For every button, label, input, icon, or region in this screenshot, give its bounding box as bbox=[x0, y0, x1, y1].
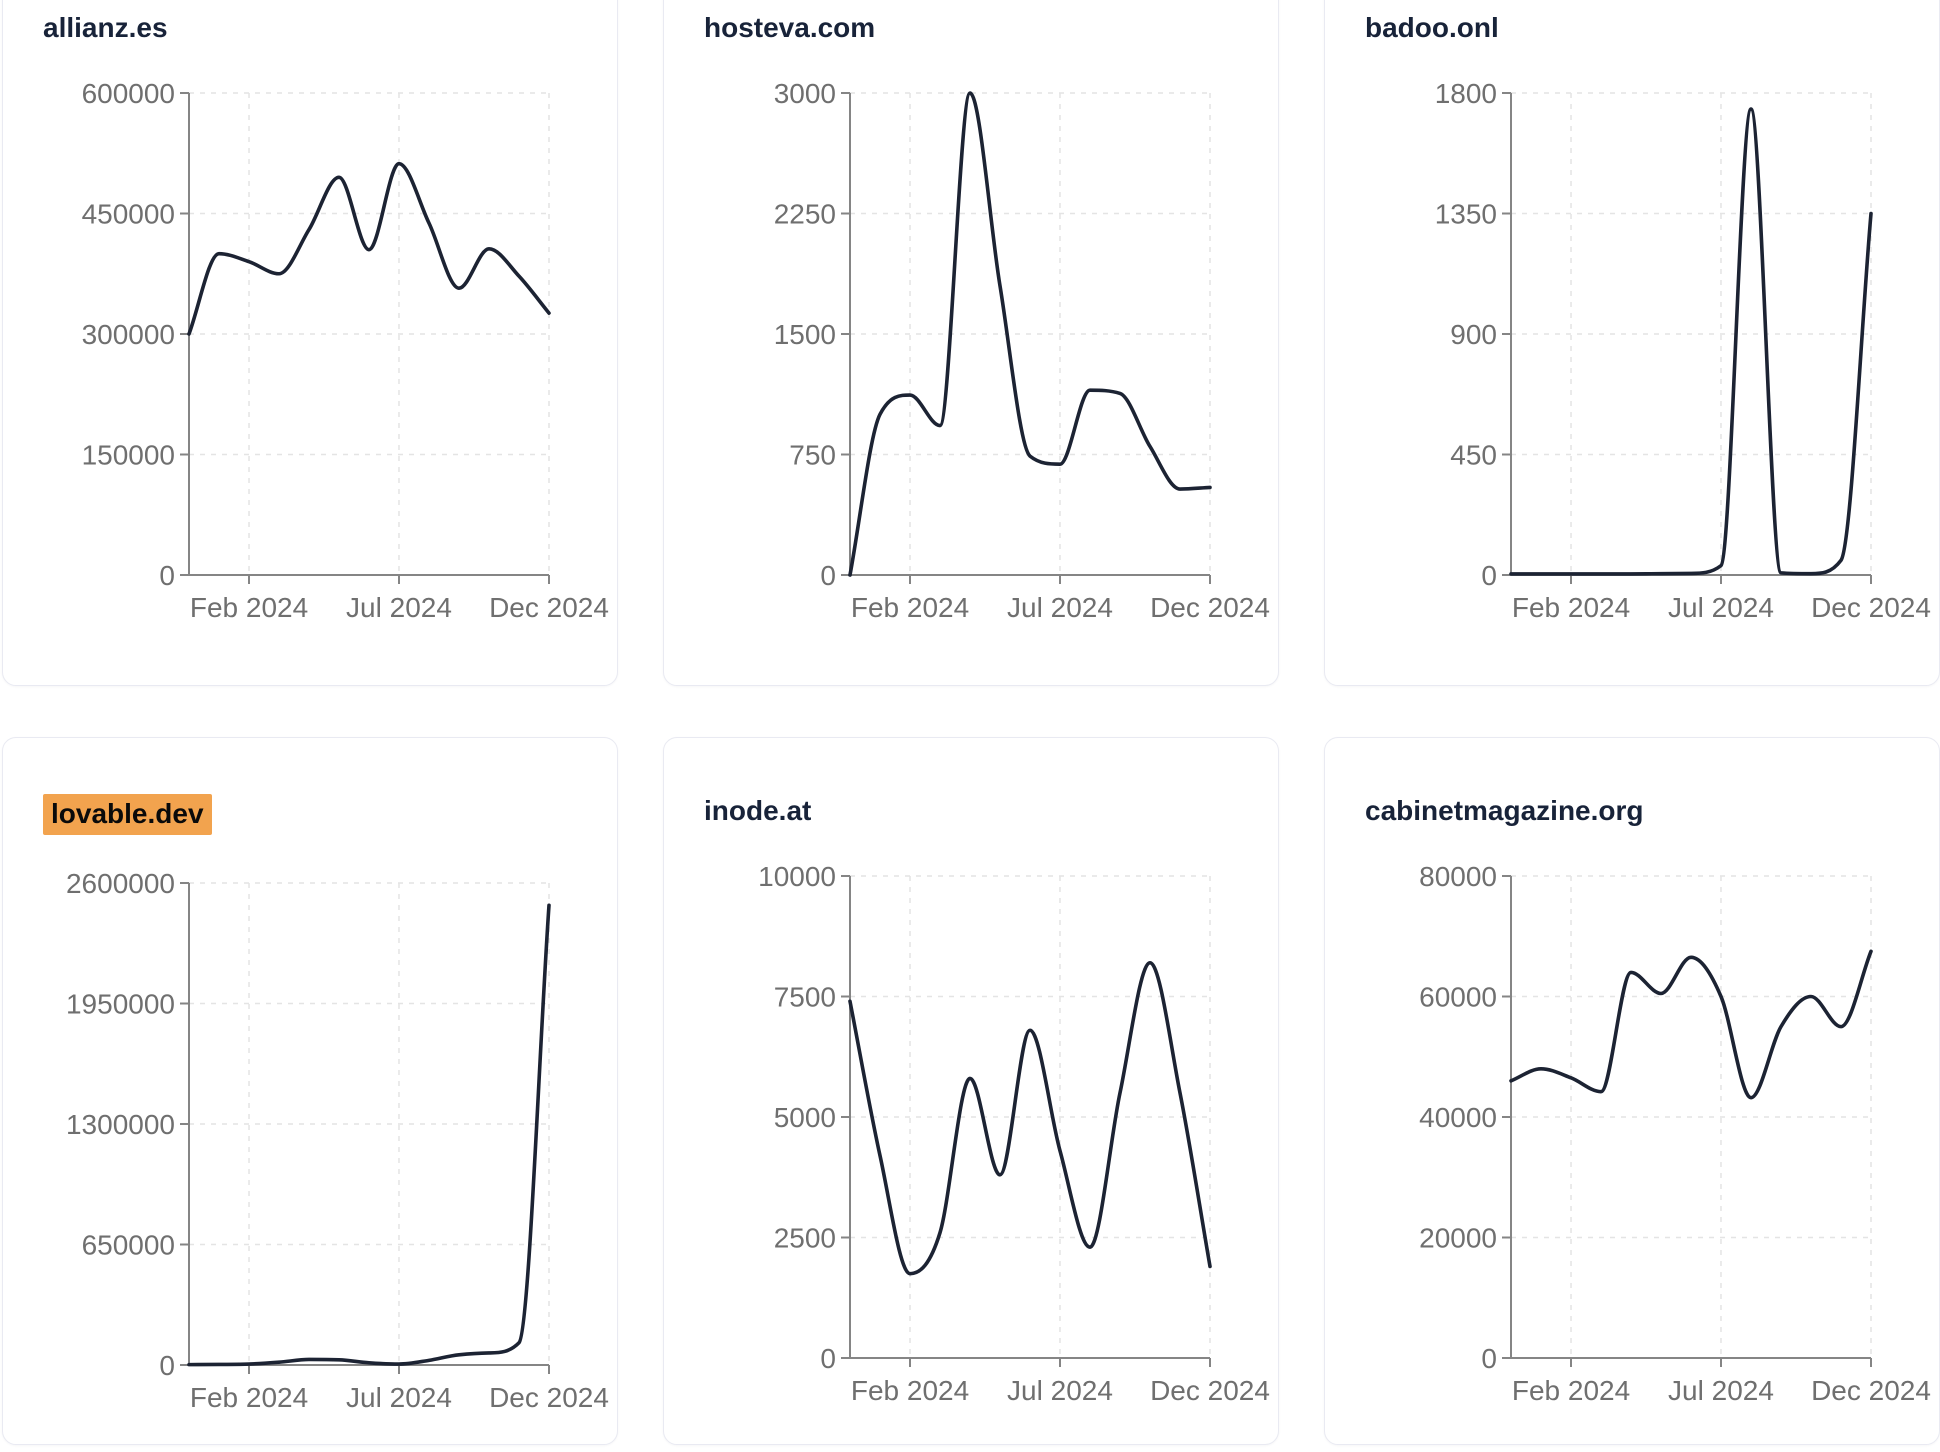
line-chart: 0 150000 300000 450000 600000 Feb 2024 Jul 202… bbox=[82, 79, 609, 623]
x-axis-tick-label: Feb 2024 bbox=[851, 1375, 969, 1406]
y-axis-tick-label: 40000 bbox=[1419, 1102, 1497, 1133]
x-axis-tick-label: Feb 2024 bbox=[1512, 592, 1630, 623]
y-axis-tick-label: 0 bbox=[1481, 560, 1497, 591]
x-axis-tick-label: Feb 2024 bbox=[190, 592, 308, 623]
y-axis-tick-label: 10000 bbox=[758, 862, 836, 892]
y-axis-tick-label: 650000 bbox=[82, 1229, 175, 1260]
line-chart: 0 650000 1300000 1950000 2600000 Feb 2024 Jul … bbox=[66, 869, 609, 1413]
y-axis-tick-label: 900 bbox=[1450, 319, 1497, 350]
y-axis-tick-label: 0 bbox=[1481, 1343, 1497, 1374]
series-line bbox=[1509, 106, 1873, 576]
chart-title: badoo.onl bbox=[1365, 12, 1499, 43]
y-axis-tick-label: 2500 bbox=[774, 1222, 836, 1253]
x-axis-tick-label: Feb 2024 bbox=[1512, 1375, 1630, 1406]
series-line bbox=[848, 960, 1212, 1276]
chart-card-badoo-onl: badoo.onl 0 450 900 1350 1800 Feb 2024 Jul 202… bbox=[1324, 0, 1940, 686]
series-line bbox=[187, 903, 551, 1367]
chart-card-lovable-dev: lovable.dev 0 650000 1300000 1950000 2600000… bbox=[2, 737, 618, 1445]
x-axis-tick-label: Dec 2024 bbox=[1150, 592, 1270, 623]
y-axis-tick-label: 1500 bbox=[774, 319, 836, 350]
chart-card-inode-at: inode.at 0 2500 5000 7500 10000 Feb 2024 Jul 2… bbox=[663, 737, 1279, 1445]
chart-card-hosteva-com: hosteva.com 0 750 1500 2250 3000 Feb 2024 Jul … bbox=[663, 0, 1279, 686]
y-axis-tick-label: 0 bbox=[159, 560, 175, 591]
y-axis-tick-label: 80000 bbox=[1419, 862, 1497, 892]
y-axis-tick-label: 1950000 bbox=[66, 988, 175, 1019]
chart-title: inode.at bbox=[704, 795, 812, 826]
y-axis-tick-label: 1300000 bbox=[66, 1109, 175, 1140]
chart-title-heading: allianz.es bbox=[43, 11, 617, 45]
y-axis-tick-label: 750 bbox=[789, 439, 836, 470]
line-chart: 0 450 900 1350 1800 Feb 2024 Jul 2024 Dec 2024 bbox=[1435, 79, 1931, 623]
y-axis-tick-label: 0 bbox=[159, 1350, 175, 1381]
series-line bbox=[848, 90, 1212, 577]
x-axis-tick-label: Jul 2024 bbox=[1007, 1375, 1113, 1406]
y-axis-tick-label: 450000 bbox=[82, 198, 175, 229]
chart-title: cabinetmagazine.org bbox=[1365, 795, 1644, 826]
x-axis-tick-label: Dec 2024 bbox=[489, 592, 609, 623]
chart-title-heading: lovable.dev bbox=[43, 794, 617, 835]
y-axis-tick-label: 0 bbox=[820, 1343, 836, 1374]
y-axis-tick-label: 0 bbox=[820, 560, 836, 591]
y-axis-tick-label: 5000 bbox=[774, 1102, 836, 1133]
chart-title-heading: inode.at bbox=[704, 794, 1278, 828]
line-chart: 0 20000 40000 60000 80000 Feb 2024 Jul 2024 Dec… bbox=[1419, 862, 1931, 1406]
y-axis-tick-label: 60000 bbox=[1419, 981, 1497, 1012]
y-axis-tick-label: 300000 bbox=[82, 319, 175, 350]
y-axis-tick-label: 2600000 bbox=[66, 869, 175, 899]
y-axis-tick-label: 450 bbox=[1450, 439, 1497, 470]
x-axis-tick-label: Feb 2024 bbox=[190, 1382, 308, 1413]
x-axis-tick-label: Dec 2024 bbox=[1811, 592, 1931, 623]
x-axis-tick-label: Jul 2024 bbox=[1007, 592, 1113, 623]
x-axis-tick-label: Dec 2024 bbox=[1811, 1375, 1931, 1406]
y-axis-tick-label: 1350 bbox=[1435, 198, 1497, 229]
chart-title-heading: hosteva.com bbox=[704, 11, 1278, 45]
x-axis-tick-label: Jul 2024 bbox=[346, 1382, 452, 1413]
y-axis-tick-label: 2250 bbox=[774, 198, 836, 229]
line-chart: 0 2500 5000 7500 10000 Feb 2024 Jul 2024 Dec 20… bbox=[758, 862, 1270, 1406]
x-axis-tick-label: Dec 2024 bbox=[489, 1382, 609, 1413]
chart-title-heading: badoo.onl bbox=[1365, 11, 1939, 45]
x-axis-tick-label: Dec 2024 bbox=[1150, 1375, 1270, 1406]
y-axis-tick-label: 20000 bbox=[1419, 1222, 1497, 1253]
x-axis-tick-label: Jul 2024 bbox=[346, 592, 452, 623]
chart-title: allianz.es bbox=[43, 12, 168, 43]
y-axis-tick-label: 150000 bbox=[82, 439, 175, 470]
series-line bbox=[187, 161, 551, 336]
y-axis-tick-label: 1800 bbox=[1435, 79, 1497, 109]
x-axis-tick-label: Jul 2024 bbox=[1668, 1375, 1774, 1406]
y-axis-tick-label: 600000 bbox=[82, 79, 175, 109]
chart-card-allianz-es: allianz.es 0 150000 300000 450000 600000 Feb … bbox=[2, 0, 618, 686]
y-axis-tick-label: 7500 bbox=[774, 981, 836, 1012]
chart-card-cabinetmagazine-org: cabinetmagazine.org 0 20000 40000 60000 8000… bbox=[1324, 737, 1940, 1445]
y-axis-tick-label: 3000 bbox=[774, 79, 836, 109]
x-axis-tick-label: Jul 2024 bbox=[1668, 592, 1774, 623]
line-chart: 0 750 1500 2250 3000 Feb 2024 Jul 2024 Dec 2024 bbox=[774, 79, 1270, 623]
chart-title-search-highlight: lovable.dev bbox=[43, 794, 212, 835]
chart-title: hosteva.com bbox=[704, 12, 876, 43]
x-axis-tick-label: Feb 2024 bbox=[851, 592, 969, 623]
chart-title-heading: cabinetmagazine.org bbox=[1365, 794, 1939, 828]
series-line bbox=[1509, 949, 1873, 1100]
